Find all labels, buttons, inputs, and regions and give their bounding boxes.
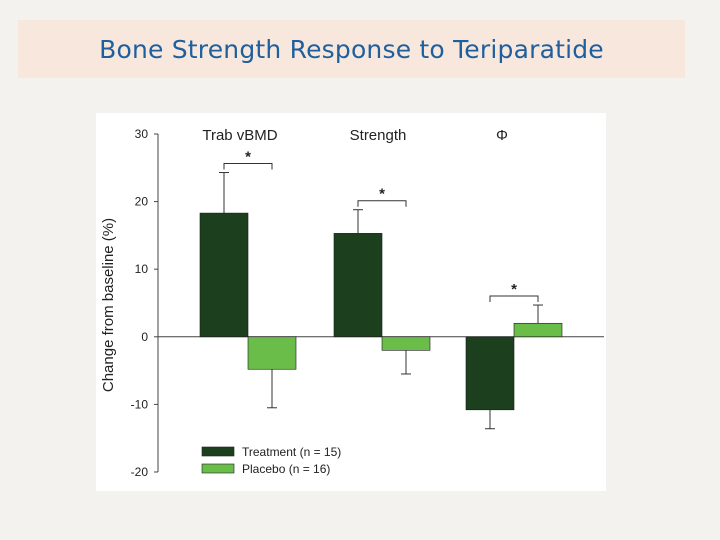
bar-placebo xyxy=(513,322,563,338)
legend-label-placebo: Placebo (n = 16) xyxy=(242,462,330,476)
significance-bracket xyxy=(357,200,407,207)
title-bar: Bone Strength Response to Teriparatide xyxy=(18,20,685,78)
y-tick-label: 30 xyxy=(135,127,149,141)
y-tick-label: -10 xyxy=(131,397,149,411)
category-label: Strength xyxy=(350,127,407,144)
bar-treatment xyxy=(199,212,249,338)
y-tick-label: -20 xyxy=(131,465,149,479)
bar-chart: Change from baseline (%) 30 20 10 0 -10 … xyxy=(100,127,604,479)
significance-star: * xyxy=(245,149,251,166)
bar-placebo xyxy=(247,336,297,370)
chart-panel: Change from baseline (%) 30 20 10 0 -10 … xyxy=(96,113,606,491)
significance-bracket xyxy=(489,295,539,303)
category-label: Φ xyxy=(496,127,508,144)
y-tick-label: 20 xyxy=(135,195,149,209)
significance-bracket xyxy=(223,163,273,170)
bar-placebo xyxy=(381,336,431,351)
legend-swatch-placebo xyxy=(201,463,235,474)
legend-label-treatment: Treatment (n = 15) xyxy=(242,445,341,459)
category-label: Trab vBMD xyxy=(202,127,277,144)
y-axis-label: Change from baseline (%) xyxy=(100,218,117,392)
significance-star: * xyxy=(511,281,517,298)
y-tick-label: 0 xyxy=(141,330,148,344)
bar-treatment xyxy=(465,336,515,411)
legend-swatch-treatment xyxy=(201,446,235,457)
bar-treatment xyxy=(333,233,383,338)
slide-title: Bone Strength Response to Teriparatide xyxy=(99,34,604,64)
y-tick-label: 10 xyxy=(135,262,149,276)
significance-star: * xyxy=(379,186,385,203)
